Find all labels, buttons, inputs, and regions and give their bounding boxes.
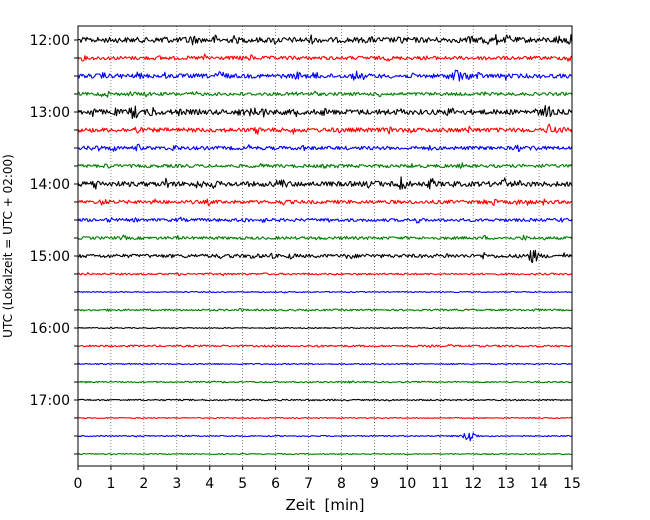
x-axis-ticks: 0 1 2 3 4 5 6 7 8 9 10 11 12 13 14 15: [74, 466, 581, 492]
y-tick-label: 12:00: [30, 33, 70, 49]
x-tick-label: 3: [172, 476, 181, 492]
seismogram-trace: [77, 234, 573, 241]
seismogram-trace: [77, 344, 573, 348]
x-tick-label: 15: [563, 476, 581, 492]
y-tick-label: 14:00: [30, 177, 70, 193]
seismogram-trace: [77, 90, 573, 98]
vertical-grid: [110, 26, 540, 466]
seismogram-trace: [77, 432, 573, 442]
seismogram-trace: [77, 105, 573, 120]
x-tick-label: 8: [337, 476, 346, 492]
x-tick-label: 0: [74, 476, 83, 492]
y-axis-title: UTC (Lokalzeit = UTC + 02:00): [1, 154, 15, 338]
x-tick-label: 7: [304, 476, 313, 492]
x-tick-label: 12: [464, 476, 482, 492]
seismogram-trace: [77, 398, 573, 402]
y-tick-label: 17:00: [30, 393, 70, 409]
x-tick-label: 5: [238, 476, 247, 492]
seismogram-trace: [77, 290, 573, 294]
x-tick-label: 2: [139, 476, 148, 492]
x-tick-label: 13: [497, 476, 515, 492]
seismogram-trace: [77, 380, 573, 384]
x-tick-label: 4: [205, 476, 214, 492]
seismogram-trace: [77, 33, 573, 46]
seismogram-trace: [77, 198, 573, 207]
seismogram-trace: [77, 416, 573, 420]
seismogram-trace: [77, 143, 573, 153]
seismogram-trace: [77, 162, 573, 169]
seismogram-trace: [77, 53, 573, 62]
seismogram-trace: [77, 176, 573, 190]
seismogram-traces: [77, 33, 573, 456]
x-tick-label: 9: [370, 476, 379, 492]
y-axis-ticks: 12:00 13:00 14:00 15:00 16:00 17:00: [30, 33, 78, 455]
x-tick-label: 1: [106, 476, 115, 492]
seismogram-trace: [77, 326, 573, 330]
seismogram-trace: [77, 307, 573, 312]
y-tick-label: 13:00: [30, 105, 70, 121]
seismogram-trace: [77, 272, 573, 277]
x-tick-label: 11: [431, 476, 449, 492]
plot-frame: [77, 25, 573, 467]
seismogram-trace: [77, 452, 573, 456]
seismogram-trace: [77, 69, 573, 82]
seismogram-trace: [77, 216, 573, 224]
seismogram-trace: [77, 362, 572, 366]
seismogram-trace: [77, 123, 573, 135]
y-tick-label: 16:00: [30, 321, 70, 337]
y-tick-label: 15:00: [30, 249, 70, 265]
seismogram-trace: [77, 249, 573, 263]
x-tick-label: 6: [271, 476, 280, 492]
x-tick-label: 10: [398, 476, 416, 492]
x-tick-label: 14: [530, 476, 548, 492]
x-axis-title: Zeit [min]: [285, 496, 364, 514]
